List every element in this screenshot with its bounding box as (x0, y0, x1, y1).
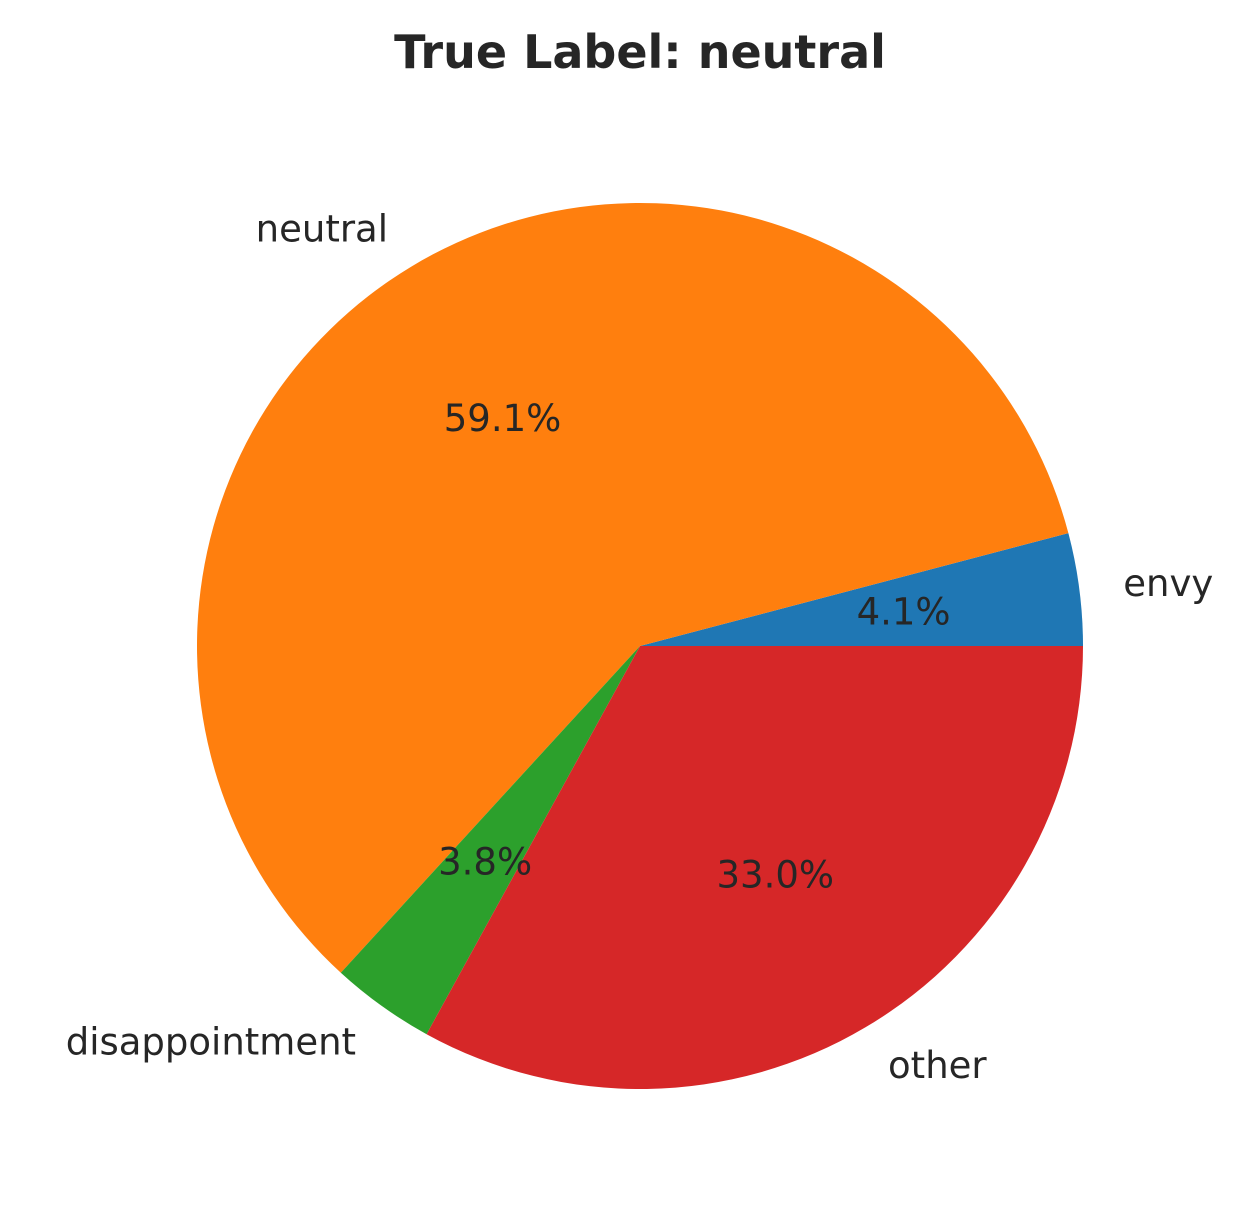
pie-slice-other (426, 646, 1083, 1089)
pct-label-envy: 4.1% (857, 590, 951, 633)
slice-label-other: other (888, 1044, 987, 1087)
chart-title: True Label: neutral (394, 25, 886, 79)
pct-label-disappointment: 3.8% (438, 841, 532, 884)
pie-slices (197, 203, 1083, 1089)
pie-slice-envy (640, 533, 1083, 646)
pie-slice-neutral (197, 203, 1069, 973)
slice-label-disappointment: disappointment (66, 1021, 356, 1064)
pie-labels: envy 4.1% neutral 59.1% disappointment 3.8% ot… (66, 207, 1214, 1087)
pct-label-other: 33.0% (717, 853, 835, 896)
pct-label-neutral: 59.1% (444, 397, 562, 440)
slice-label-neutral: neutral (256, 207, 388, 250)
pie-slice-disappointment (340, 646, 640, 1035)
slice-label-envy: envy (1123, 562, 1213, 605)
